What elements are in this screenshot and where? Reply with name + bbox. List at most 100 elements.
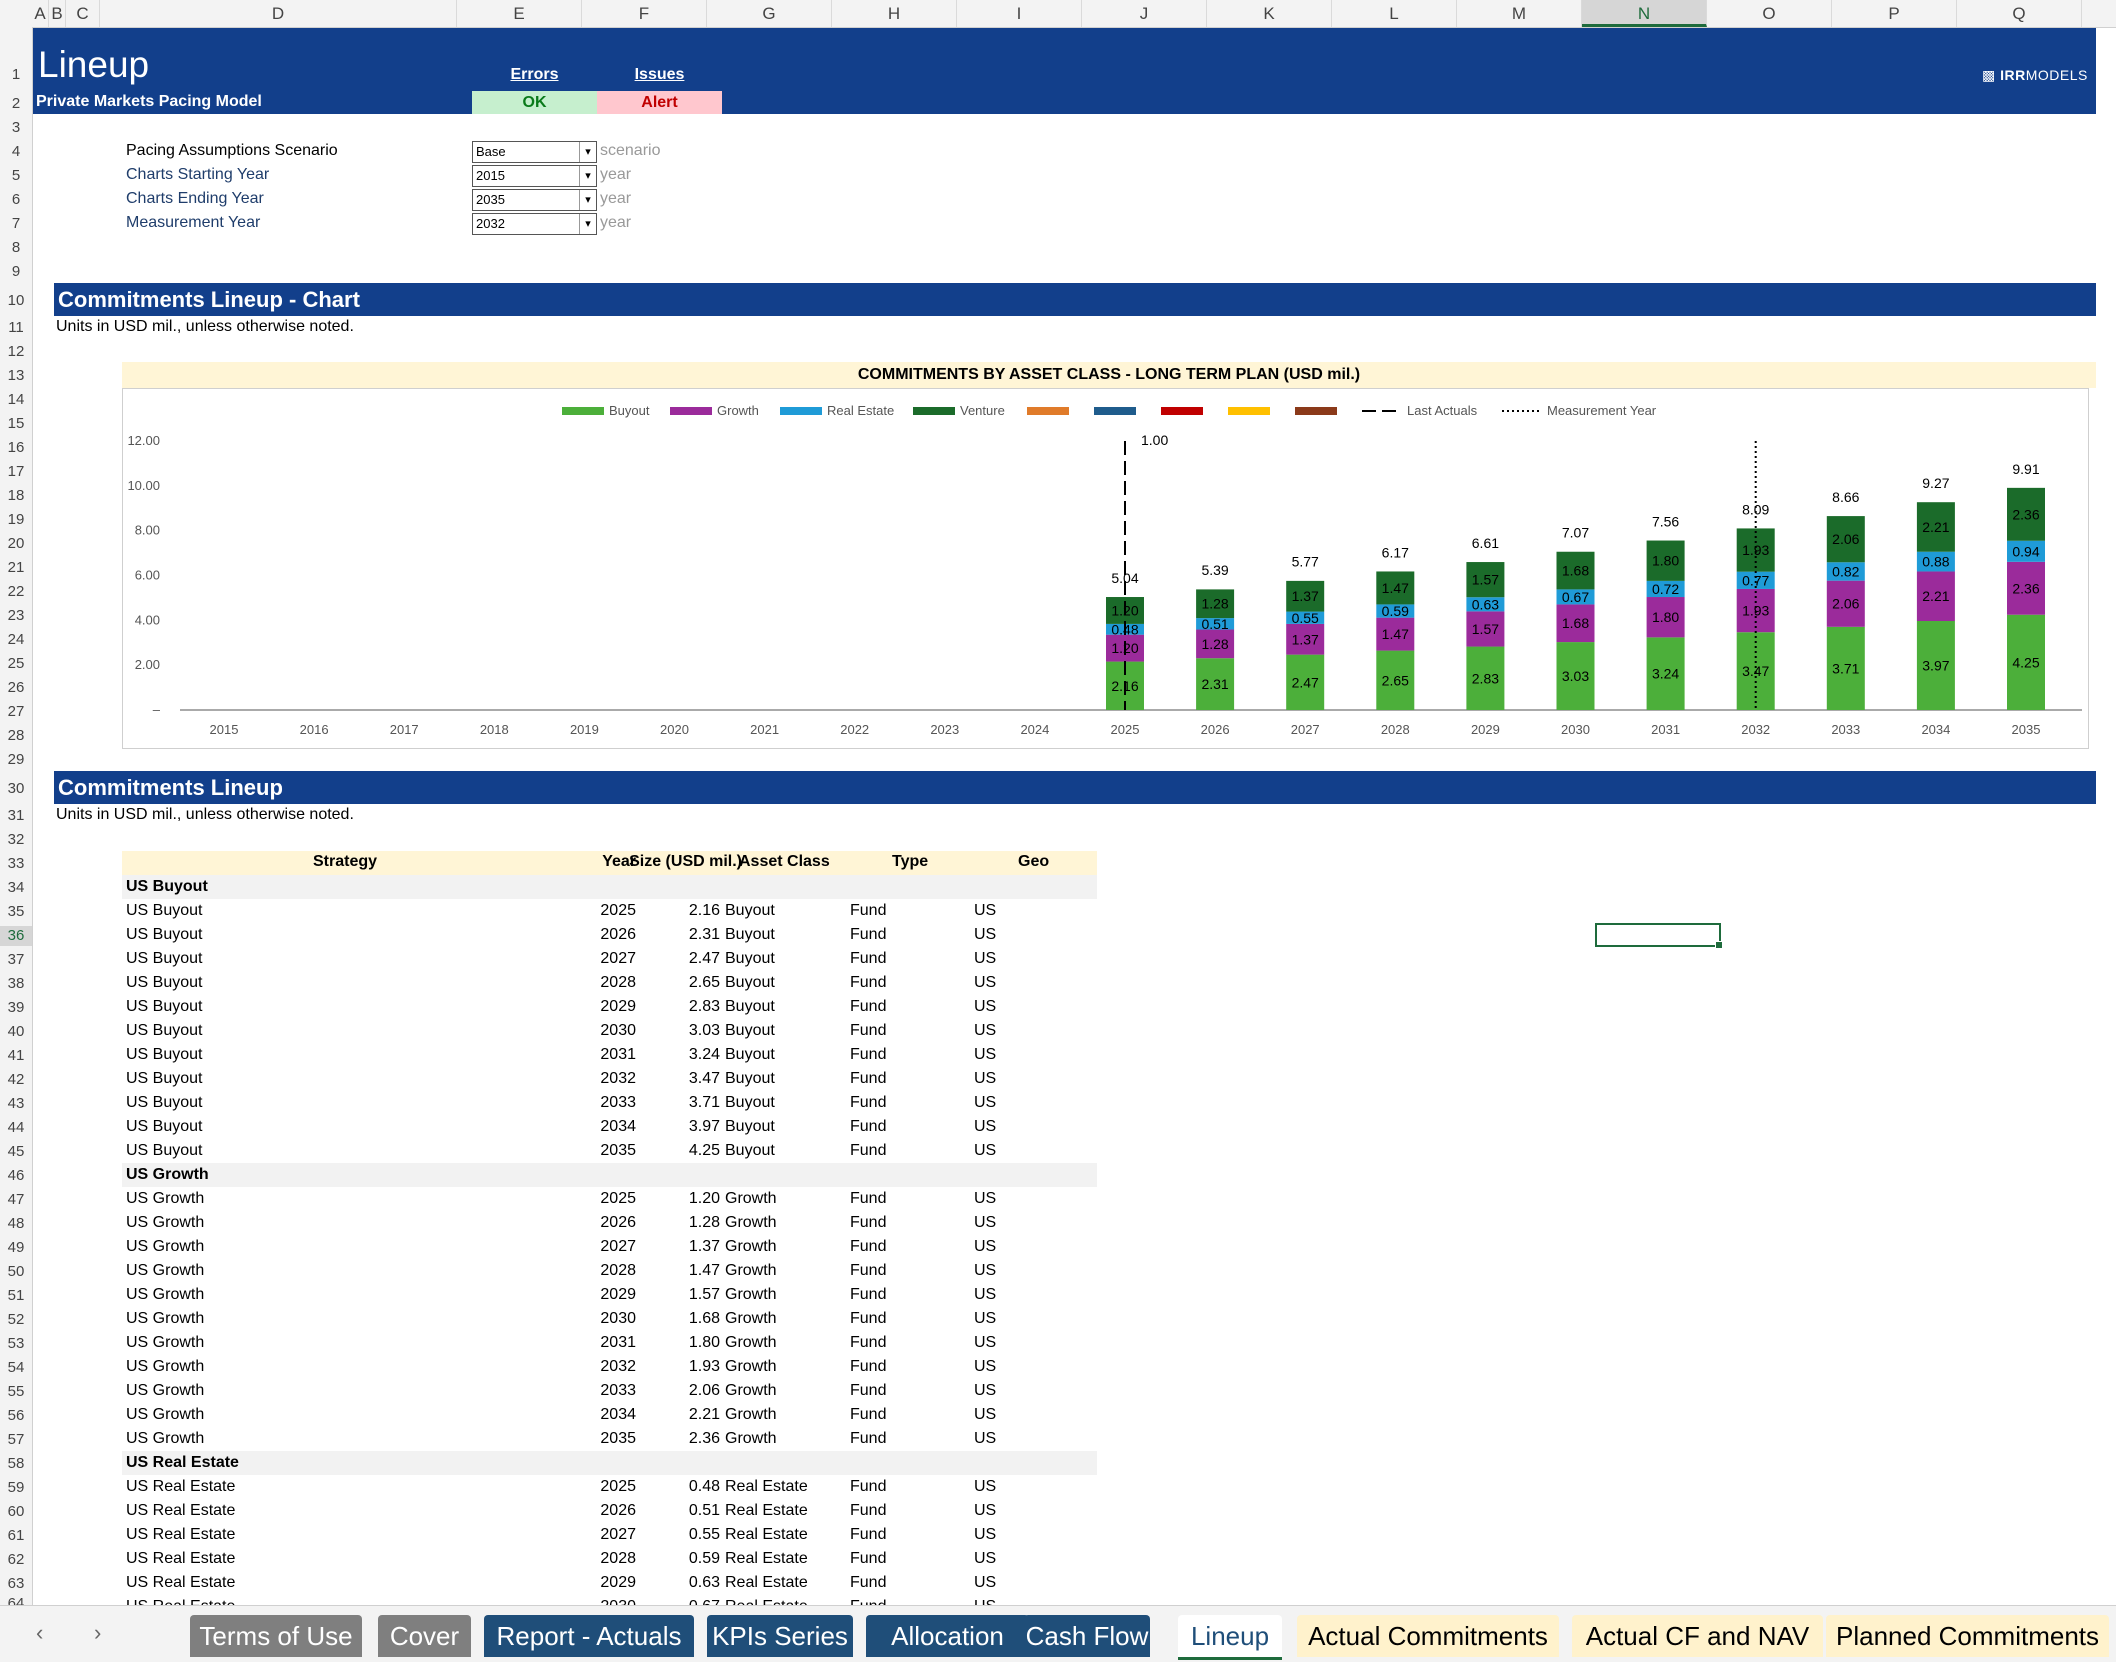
row-header-45[interactable]: 45	[7, 1143, 25, 1160]
table-row[interactable]: US Growth 2028 1.47 Growth Fund US	[122, 1259, 1097, 1283]
table-row[interactable]: US Real Estate 2028 0.59 Real Estate Fund US	[122, 1547, 1097, 1571]
column-header-d[interactable]: D	[100, 0, 457, 27]
row-header-21[interactable]: 21	[7, 559, 25, 576]
column-header-o[interactable]: O	[1707, 0, 1832, 27]
row-header-39[interactable]: 39	[7, 999, 25, 1016]
chart-frame[interactable]	[122, 388, 2089, 749]
table-row[interactable]: US Growth 2027 1.37 Growth Fund US	[122, 1235, 1097, 1259]
row-header-31[interactable]: 31	[7, 807, 25, 824]
sheet-tab-cover[interactable]: Cover	[378, 1615, 471, 1657]
column-header-q[interactable]: Q	[1957, 0, 2082, 27]
table-row[interactable]: US Growth 2034 2.21 Growth Fund US	[122, 1403, 1097, 1427]
table-row[interactable]: US Buyout 2031 3.24 Buyout Fund US	[122, 1043, 1097, 1067]
row-header-50[interactable]: 50	[7, 1263, 25, 1280]
row-header-13[interactable]: 13	[7, 367, 25, 384]
table-row[interactable]: US Growth 2025 1.20 Growth Fund US	[122, 1187, 1097, 1211]
row-header-54[interactable]: 54	[7, 1359, 25, 1376]
table-row[interactable]: US Buyout 2025 2.16 Buyout Fund US	[122, 899, 1097, 923]
column-header-n[interactable]: N	[1582, 0, 1707, 27]
table-row[interactable]: US Growth 2033 2.06 Growth Fund US	[122, 1379, 1097, 1403]
row-header-33[interactable]: 33	[7, 855, 25, 872]
column-header-m[interactable]: M	[1457, 0, 1582, 27]
row-header-57[interactable]: 57	[7, 1431, 25, 1448]
table-row[interactable]: US Buyout 2034 3.97 Buyout Fund US	[122, 1115, 1097, 1139]
column-header-e[interactable]: E	[457, 0, 582, 27]
column-header-g[interactable]: G	[707, 0, 832, 27]
table-row[interactable]: US Buyout 2032 3.47 Buyout Fund US	[122, 1067, 1097, 1091]
table-row[interactable]: US Buyout 2027 2.47 Buyout Fund US	[122, 947, 1097, 971]
row-header-58[interactable]: 58	[7, 1455, 25, 1472]
row-header-41[interactable]: 41	[7, 1047, 25, 1064]
commitments-chart[interactable]: Buyout Growth Real Estate Venture Last Actua…	[122, 388, 2089, 749]
sheet-tab-terms-of-use[interactable]: Terms of Use	[190, 1615, 362, 1657]
selected-cell[interactable]	[1595, 923, 1723, 949]
table-row[interactable]: US Growth 2031 1.80 Growth Fund US	[122, 1331, 1097, 1355]
sheet-tab-cash-flow[interactable]: Cash Flow	[1024, 1615, 1150, 1657]
row-header-18[interactable]: 18	[7, 487, 25, 504]
row-header-4[interactable]: 4	[11, 143, 21, 160]
row-header-19[interactable]: 19	[7, 511, 25, 528]
row-header-61[interactable]: 61	[7, 1527, 25, 1544]
row-header-15[interactable]: 15	[7, 415, 25, 432]
row-header-2[interactable]: 2	[11, 95, 21, 112]
sheet-tab-actual-cf-and-nav[interactable]: Actual CF and NAV	[1572, 1615, 1823, 1657]
row-header-53[interactable]: 53	[7, 1335, 25, 1352]
row-header-23[interactable]: 23	[7, 607, 25, 624]
sheet-tab-report-actuals[interactable]: Report - Actuals	[484, 1615, 694, 1657]
input-dropdown-3[interactable]: 2032 ▾	[472, 213, 597, 235]
row-header-22[interactable]: 22	[7, 583, 25, 600]
row-header-12[interactable]: 12	[7, 343, 25, 360]
sheet-tab-planned-commitments[interactable]: Planned Commitments	[1826, 1615, 2109, 1657]
table-row[interactable]: US Growth 2026 1.28 Growth Fund US	[122, 1211, 1097, 1235]
row-header-1[interactable]: 1	[11, 66, 21, 83]
row-header-62[interactable]: 62	[7, 1551, 25, 1568]
row-header-3[interactable]: 3	[11, 119, 21, 136]
sheet-tab-lineup[interactable]: Lineup	[1178, 1615, 1282, 1660]
row-header-17[interactable]: 17	[7, 463, 25, 480]
row-header-28[interactable]: 28	[7, 727, 25, 744]
row-header-37[interactable]: 37	[7, 951, 25, 968]
column-header-k[interactable]: K	[1207, 0, 1332, 27]
errors-link[interactable]: Errors	[510, 66, 559, 83]
table-row[interactable]: US Buyout 2030 3.03 Buyout Fund US	[122, 1019, 1097, 1043]
table-row[interactable]: US Growth 2029 1.57 Growth Fund US	[122, 1283, 1097, 1307]
table-row[interactable]: US Buyout 2029 2.83 Buyout Fund US	[122, 995, 1097, 1019]
row-header-42[interactable]: 42	[7, 1071, 25, 1088]
row-header-29[interactable]: 29	[7, 751, 25, 768]
chevron-down-icon[interactable]: ▾	[579, 166, 596, 186]
row-header-11[interactable]: 11	[8, 319, 24, 336]
row-header-7[interactable]: 7	[11, 215, 21, 232]
table-row[interactable]: US Real Estate 2029 0.63 Real Estate Fund US	[122, 1571, 1097, 1595]
column-header-i[interactable]: I	[957, 0, 1082, 27]
row-header-60[interactable]: 60	[7, 1503, 25, 1520]
table-row[interactable]: US Growth 2032 1.93 Growth Fund US	[122, 1355, 1097, 1379]
row-header-47[interactable]: 47	[7, 1191, 25, 1208]
row-header-64[interactable]: 64	[7, 1595, 25, 1605]
table-row[interactable]: US Buyout 2035 4.25 Buyout Fund US	[122, 1139, 1097, 1163]
input-dropdown-1[interactable]: 2015 ▾	[472, 165, 597, 187]
column-header-j[interactable]: J	[1082, 0, 1207, 27]
row-header-35[interactable]: 35	[7, 903, 25, 920]
row-header-52[interactable]: 52	[7, 1311, 25, 1328]
table-row[interactable]: US Buyout 2028 2.65 Buyout Fund US	[122, 971, 1097, 995]
table-row[interactable]: US Growth 2030 1.68 Growth Fund US	[122, 1307, 1097, 1331]
chevron-down-icon[interactable]: ▾	[579, 142, 596, 162]
input-dropdown-2[interactable]: 2035 ▾	[472, 189, 597, 211]
table-row[interactable]: US Real Estate 2027 0.55 Real Estate Fund US	[122, 1523, 1097, 1547]
row-header-48[interactable]: 48	[7, 1215, 25, 1232]
table-row[interactable]: US Real Estate 2026 0.51 Real Estate Fund US	[122, 1499, 1097, 1523]
row-header-20[interactable]: 20	[7, 535, 25, 552]
chevron-down-icon[interactable]: ▾	[579, 214, 596, 234]
row-header-24[interactable]: 24	[7, 631, 25, 648]
row-header-43[interactable]: 43	[7, 1095, 25, 1112]
row-header-55[interactable]: 55	[7, 1383, 25, 1400]
row-header-46[interactable]: 46	[7, 1167, 25, 1184]
prev-sheet-icon[interactable]: ‹	[36, 1620, 44, 1645]
fill-handle[interactable]	[1715, 941, 1723, 949]
row-header-32[interactable]: 32	[7, 831, 25, 848]
row-header-5[interactable]: 5	[11, 167, 21, 184]
sheet-tab-kpis-series[interactable]: KPIs Series	[707, 1615, 853, 1657]
input-dropdown-0[interactable]: Base ▾	[472, 141, 597, 163]
row-header-14[interactable]: 14	[7, 391, 25, 408]
row-header-38[interactable]: 38	[7, 975, 25, 992]
